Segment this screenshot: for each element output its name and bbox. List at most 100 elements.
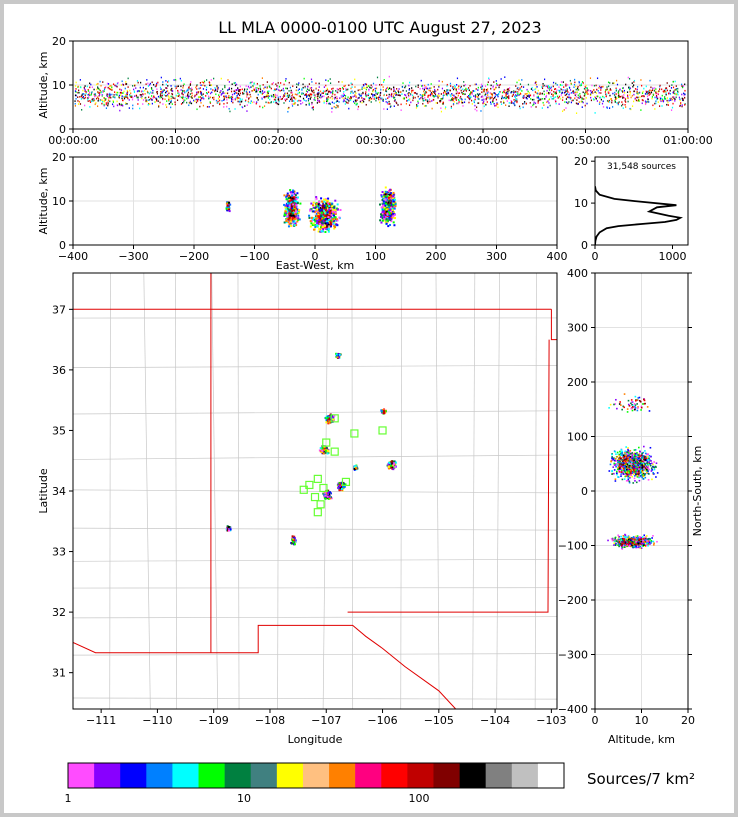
source-dot bbox=[551, 93, 553, 96]
source-dot bbox=[440, 110, 443, 113]
source-dot bbox=[109, 100, 111, 103]
source-dot bbox=[162, 89, 164, 92]
source-dot bbox=[291, 93, 294, 96]
source-dot bbox=[171, 90, 174, 92]
source-dot bbox=[203, 81, 205, 84]
y-axis-label: Altitude, km bbox=[37, 167, 50, 234]
source-dot bbox=[217, 88, 219, 90]
source-dot bbox=[672, 102, 674, 105]
source-dot bbox=[486, 101, 488, 103]
source-dot bbox=[325, 84, 327, 87]
source-dot bbox=[454, 84, 456, 87]
source-dot bbox=[652, 87, 654, 90]
source-dot bbox=[188, 101, 190, 104]
source-dot bbox=[237, 88, 239, 91]
source-dot bbox=[82, 89, 84, 92]
source-dot bbox=[360, 99, 362, 102]
source-dot bbox=[681, 97, 683, 100]
source-dot bbox=[388, 212, 391, 215]
source-dot bbox=[402, 89, 404, 92]
source-dot bbox=[396, 93, 398, 96]
source-dot bbox=[679, 105, 681, 107]
y-axis-label: Altitude, km bbox=[37, 51, 50, 118]
source-dot bbox=[447, 91, 449, 94]
source-dot bbox=[313, 89, 315, 92]
source-dot bbox=[297, 214, 300, 217]
source-dot bbox=[428, 98, 431, 101]
source-dot bbox=[644, 100, 647, 103]
x-tick-label: 300 bbox=[486, 250, 507, 263]
source-dot bbox=[241, 88, 243, 91]
source-dot bbox=[679, 99, 681, 102]
source-dot bbox=[319, 96, 321, 99]
source-dot bbox=[307, 97, 310, 100]
source-dot bbox=[168, 96, 170, 98]
source-dot bbox=[350, 96, 352, 98]
source-dot bbox=[226, 102, 228, 104]
source-dot bbox=[349, 97, 351, 100]
source-dot bbox=[150, 87, 153, 89]
source-dot bbox=[163, 89, 165, 91]
source-dot bbox=[393, 96, 396, 99]
source-dot bbox=[411, 87, 413, 89]
source-dot bbox=[187, 93, 189, 96]
source-dot bbox=[329, 208, 332, 211]
source-dot bbox=[168, 97, 170, 99]
source-dot bbox=[317, 219, 320, 222]
source-dot bbox=[88, 91, 91, 94]
source-dot bbox=[368, 85, 370, 87]
source-dot bbox=[196, 84, 198, 86]
source-dot bbox=[291, 200, 294, 203]
source-dot bbox=[329, 207, 332, 210]
source-dot bbox=[261, 98, 263, 100]
source-dot bbox=[465, 87, 467, 90]
source-dot bbox=[156, 98, 158, 101]
source-dot bbox=[574, 91, 576, 93]
source-dot bbox=[184, 96, 186, 99]
source-dot bbox=[118, 102, 121, 105]
source-dot bbox=[286, 205, 289, 208]
source-dot bbox=[380, 214, 383, 217]
source-dot bbox=[219, 91, 221, 94]
source-dot bbox=[341, 96, 343, 98]
source-dot bbox=[559, 91, 561, 93]
source-dot bbox=[322, 220, 325, 223]
source-dot bbox=[464, 93, 466, 96]
source-dot bbox=[549, 91, 551, 94]
source-dot bbox=[291, 212, 294, 215]
source-dot bbox=[219, 99, 221, 102]
source-dot bbox=[684, 89, 686, 92]
source-dot bbox=[426, 100, 429, 103]
source-dot bbox=[480, 86, 482, 89]
source-dot bbox=[633, 90, 635, 93]
source-dot bbox=[614, 99, 616, 102]
source-dot bbox=[409, 98, 411, 100]
source-dot bbox=[162, 90, 164, 93]
source-dot bbox=[384, 193, 387, 196]
source-dot bbox=[615, 79, 618, 82]
source-dot bbox=[667, 92, 670, 95]
source-dot bbox=[398, 91, 400, 93]
source-dot bbox=[382, 195, 385, 198]
source-dot bbox=[294, 213, 297, 216]
source-dot bbox=[102, 91, 104, 93]
plan-view-map-panel: −111 −110 −109 −108 −107 −106 −105 −104 −1033132… bbox=[37, 272, 566, 746]
source-dot bbox=[106, 95, 109, 98]
source-dot bbox=[230, 97, 233, 100]
source-dot bbox=[572, 99, 574, 102]
source-dot bbox=[382, 210, 385, 213]
source-dot bbox=[575, 102, 578, 105]
source-dot bbox=[555, 92, 557, 95]
source-dot bbox=[318, 200, 321, 203]
source-dot bbox=[634, 97, 636, 100]
source-dot bbox=[615, 95, 617, 98]
source-dot bbox=[320, 226, 323, 229]
source-dot bbox=[455, 88, 457, 91]
source-dot bbox=[630, 96, 632, 99]
source-dot bbox=[388, 103, 390, 105]
source-dot bbox=[214, 86, 216, 89]
source-dot bbox=[84, 89, 86, 91]
time-height-panel: 00:00:00 00:10:00 00:20:00 00:30:00 00:40:00… bbox=[37, 35, 713, 147]
source-dot bbox=[599, 101, 601, 104]
source-dot bbox=[660, 100, 662, 103]
